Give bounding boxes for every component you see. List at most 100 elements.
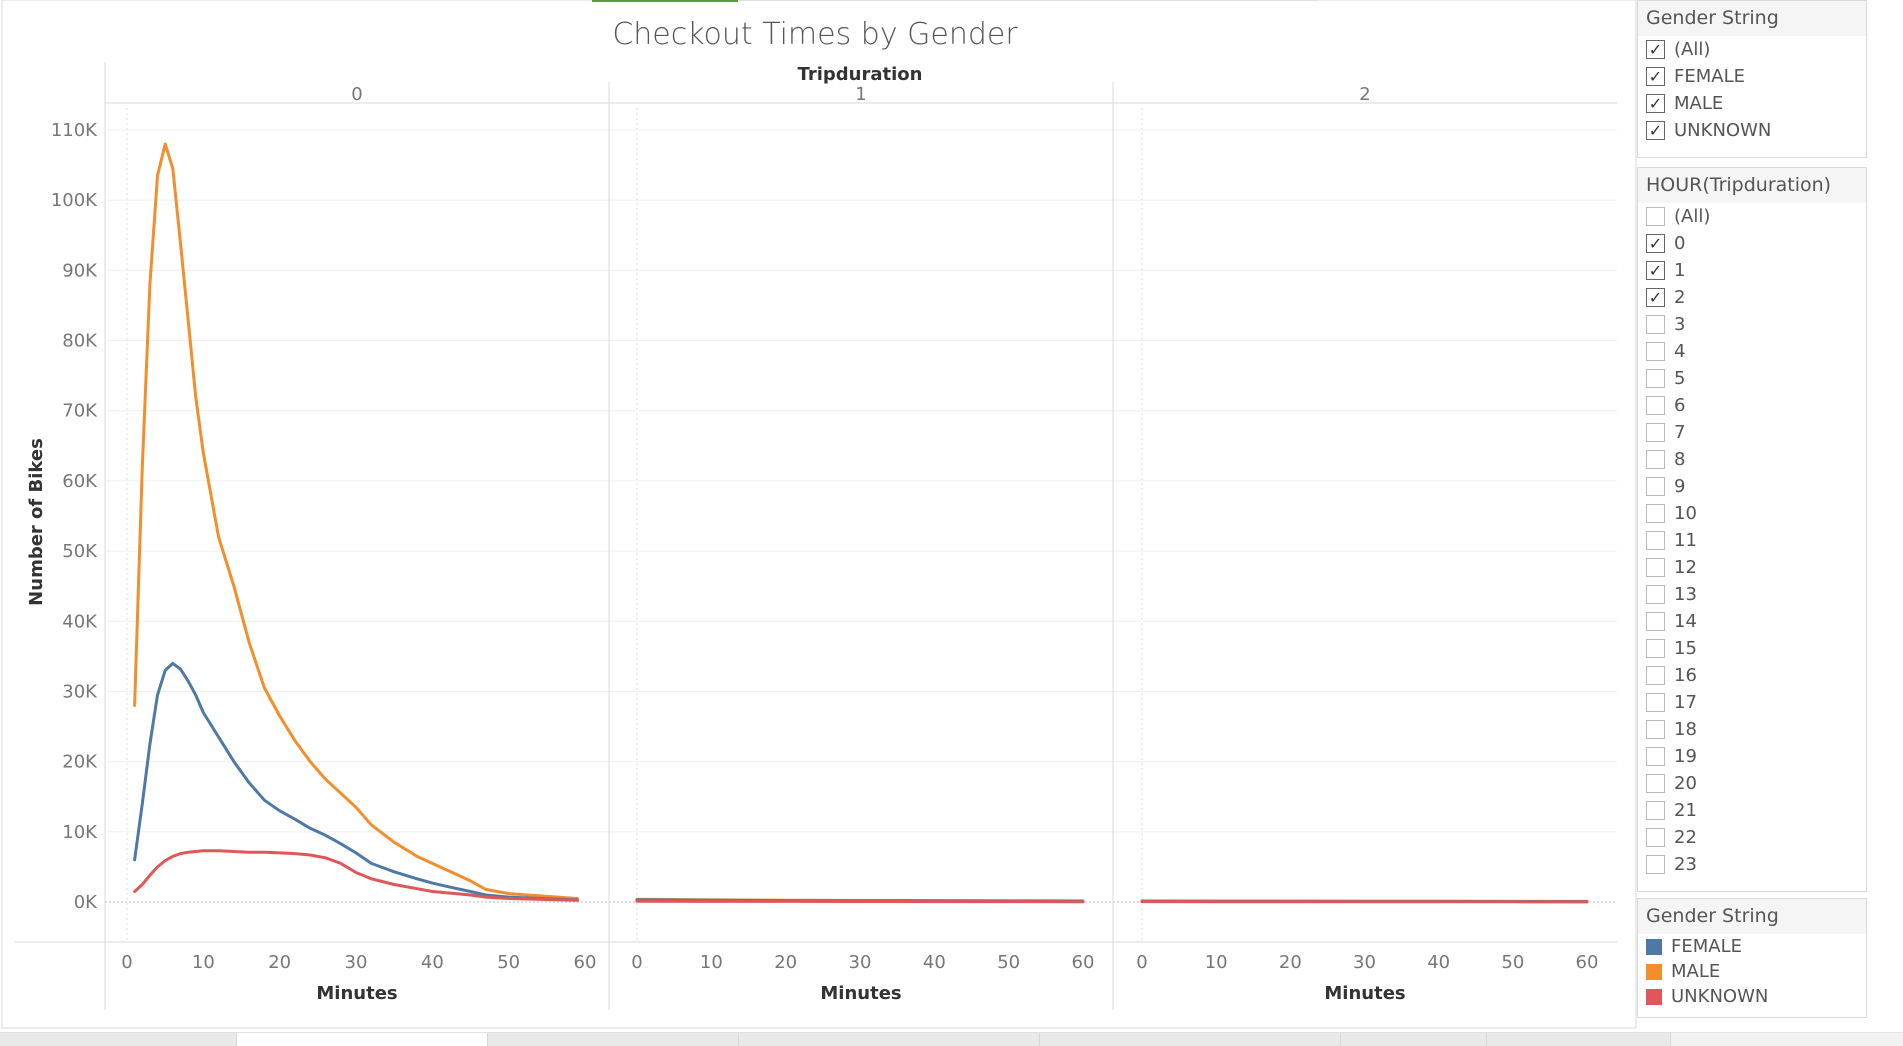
hour-option[interactable]: ✓1 <box>1638 257 1866 284</box>
hour-option[interactable]: 14 <box>1638 608 1866 635</box>
hour-option[interactable]: 10 <box>1638 500 1866 527</box>
checkbox[interactable] <box>1646 828 1665 847</box>
checkbox[interactable]: ✓ <box>1646 121 1665 140</box>
hour-option[interactable]: 12 <box>1638 554 1866 581</box>
hour-option-label: 5 <box>1674 368 1685 389</box>
checkbox[interactable]: ✓ <box>1646 40 1665 59</box>
gender-filter-list: ✓(All)✓FEMALE✓MALE✓UNKNOWN <box>1638 36 1866 144</box>
x-tick-label: 0 <box>631 952 642 973</box>
hour-option[interactable]: 21 <box>1638 797 1866 824</box>
checkbox[interactable]: ✓ <box>1646 261 1665 280</box>
checkbox[interactable] <box>1646 477 1665 496</box>
sheet-tab-active[interactable] <box>237 1033 488 1046</box>
hour-option-label: 12 <box>1674 557 1697 578</box>
gender-option[interactable]: ✓FEMALE <box>1638 63 1866 90</box>
checkbox[interactable] <box>1646 558 1665 577</box>
gender-option[interactable]: ✓(All) <box>1638 36 1866 63</box>
checkbox[interactable]: ✓ <box>1646 234 1665 253</box>
hour-option[interactable]: ✓0 <box>1638 230 1866 257</box>
sheet-tab[interactable] <box>1040 1033 1341 1046</box>
hour-option[interactable]: 18 <box>1638 716 1866 743</box>
checkbox[interactable] <box>1646 315 1665 334</box>
checkbox[interactable] <box>1646 369 1665 388</box>
x-tick-label: 50 <box>997 952 1020 973</box>
y-axis-label: Number of Bikes <box>26 438 47 606</box>
column-header: Tripduration <box>798 64 923 85</box>
hour-option[interactable]: 13 <box>1638 581 1866 608</box>
checkbox[interactable] <box>1646 585 1665 604</box>
hour-option[interactable]: 9 <box>1638 473 1866 500</box>
checkbox[interactable] <box>1646 207 1665 226</box>
hour-option[interactable]: 11 <box>1638 527 1866 554</box>
checkbox[interactable] <box>1646 396 1665 415</box>
hour-option-label: 3 <box>1674 314 1685 335</box>
x-axis-label: Minutes <box>316 983 397 1004</box>
hour-option-label: 2 <box>1674 287 1685 308</box>
y-tick-label: 90K <box>62 260 98 281</box>
legend-item[interactable]: MALE <box>1638 959 1866 984</box>
sheet-tab[interactable] <box>0 1033 237 1046</box>
legend-label: UNKNOWN <box>1671 986 1768 1007</box>
checkbox[interactable] <box>1646 747 1665 766</box>
checkbox[interactable] <box>1646 855 1665 874</box>
checkbox[interactable] <box>1646 342 1665 361</box>
hour-option[interactable]: 23 <box>1638 851 1866 878</box>
gender-option[interactable]: ✓MALE <box>1638 90 1866 117</box>
chart-title: Checkout Times by Gender <box>612 17 1018 52</box>
hour-option[interactable]: 16 <box>1638 662 1866 689</box>
hour-option[interactable]: 17 <box>1638 689 1866 716</box>
checkbox[interactable] <box>1646 801 1665 820</box>
hour-option[interactable]: 20 <box>1638 770 1866 797</box>
checkbox[interactable]: ✓ <box>1646 94 1665 113</box>
gender-option[interactable]: ✓UNKNOWN <box>1638 117 1866 144</box>
hour-option[interactable]: 8 <box>1638 446 1866 473</box>
checkbox[interactable] <box>1646 666 1665 685</box>
checkbox[interactable] <box>1646 531 1665 550</box>
hour-option-label: 10 <box>1674 503 1697 524</box>
checkbox[interactable] <box>1646 720 1665 739</box>
hour-option[interactable]: 4 <box>1638 338 1866 365</box>
hour-option[interactable]: 22 <box>1638 824 1866 851</box>
top-border <box>738 0 1318 1</box>
checkbox[interactable] <box>1646 639 1665 658</box>
y-tick-label: 100K <box>51 190 98 211</box>
hour-option[interactable]: (All) <box>1638 203 1866 230</box>
checkbox[interactable] <box>1646 774 1665 793</box>
hour-option-label: 7 <box>1674 422 1685 443</box>
hour-option[interactable]: 6 <box>1638 392 1866 419</box>
selected-sheet-indicator <box>592 0 738 2</box>
x-tick-label: 30 <box>1353 952 1376 973</box>
hour-option-label: 6 <box>1674 395 1685 416</box>
checkbox[interactable] <box>1646 612 1665 631</box>
hour-option[interactable]: ✓2 <box>1638 284 1866 311</box>
hour-option[interactable]: 19 <box>1638 743 1866 770</box>
x-tick-label: 30 <box>345 952 368 973</box>
y-tick-label: 20K <box>62 752 98 773</box>
hour-option[interactable]: 5 <box>1638 365 1866 392</box>
hour-option[interactable]: 15 <box>1638 635 1866 662</box>
legend-swatch <box>1646 989 1662 1005</box>
sheet-tab[interactable] <box>739 1033 1040 1046</box>
y-tick-label: 30K <box>62 681 98 702</box>
legend-title: Gender String <box>1638 899 1866 934</box>
legend-item[interactable]: UNKNOWN <box>1638 984 1866 1009</box>
y-tick-label: 110K <box>51 120 98 141</box>
sheet-tab[interactable] <box>1487 1033 1671 1046</box>
x-tick-label: 50 <box>1501 952 1524 973</box>
checkbox[interactable]: ✓ <box>1646 288 1665 307</box>
checkbox[interactable] <box>1646 504 1665 523</box>
sheet-tab[interactable] <box>488 1033 739 1046</box>
x-tick-label: 20 <box>268 952 291 973</box>
checkbox[interactable] <box>1646 423 1665 442</box>
checkbox[interactable] <box>1646 450 1665 469</box>
hour-option[interactable]: 7 <box>1638 419 1866 446</box>
legend-item[interactable]: FEMALE <box>1638 934 1866 959</box>
x-tick-label: 20 <box>774 952 797 973</box>
hour-option[interactable]: 3 <box>1638 311 1866 338</box>
checkbox[interactable] <box>1646 693 1665 712</box>
sheet-tab[interactable] <box>1341 1033 1487 1046</box>
x-axis-label: Minutes <box>1324 983 1405 1004</box>
checkbox[interactable]: ✓ <box>1646 67 1665 86</box>
legend-swatch <box>1646 939 1662 955</box>
